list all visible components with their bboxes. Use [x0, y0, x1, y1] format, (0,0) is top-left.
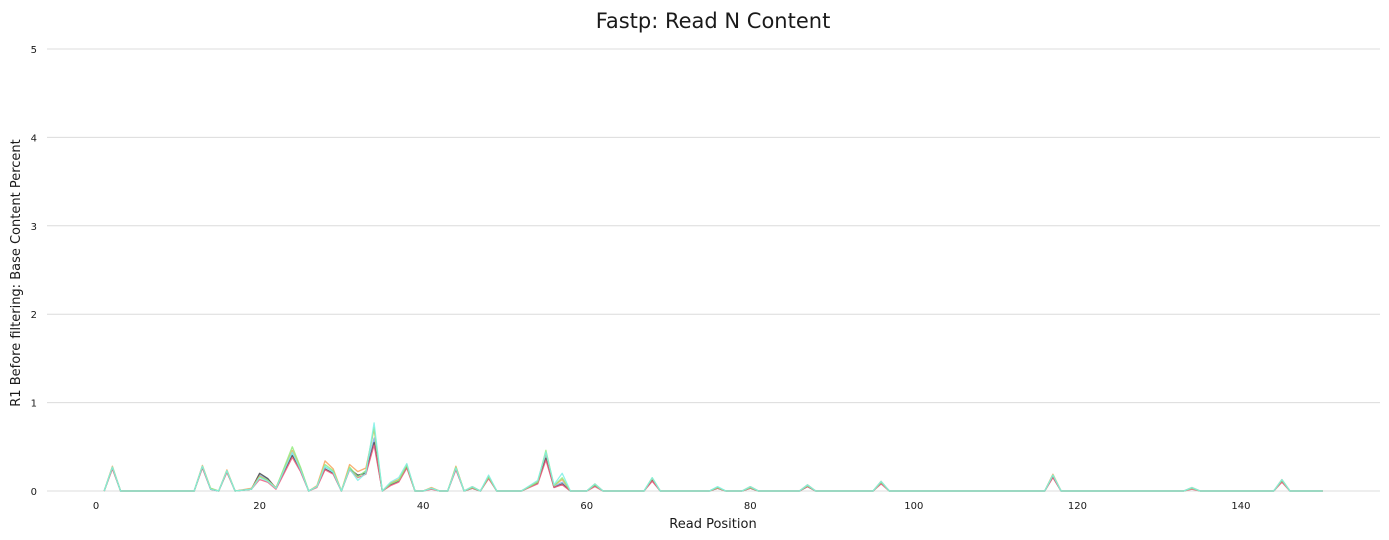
x-tick-label: 140 — [1231, 501, 1250, 512]
x-axis-label: Read Position — [669, 517, 756, 532]
y-tick-label: 3 — [31, 222, 37, 233]
series-line-4 — [103, 444, 1323, 492]
x-tick-label: 20 — [253, 501, 266, 512]
chart-title: Fastp: Read N Content — [596, 9, 831, 33]
y-tick-label: 0 — [31, 487, 37, 498]
y-axis-ticks: 0 1 2 3 4 5 — [31, 45, 37, 498]
x-tick-label: 0 — [93, 501, 99, 512]
x-tick-label: 80 — [744, 501, 757, 512]
x-tick-label: 40 — [417, 501, 430, 512]
series-line-6 — [103, 422, 1323, 492]
gridlines — [47, 48, 1380, 492]
x-axis-ticks: 0 20 40 60 80 100 120 140 — [93, 501, 1251, 512]
y-axis-label: R1 Before filtering: Base Content Percen… — [9, 139, 24, 406]
series-line-5 — [103, 426, 1323, 492]
x-tick-label: 100 — [904, 501, 923, 512]
y-tick-label: 4 — [31, 133, 37, 144]
y-tick-label: 5 — [31, 45, 37, 56]
x-tick-label: 60 — [580, 501, 593, 512]
y-tick-label: 2 — [31, 310, 37, 321]
y-tick-label: 1 — [31, 399, 37, 410]
x-tick-label: 120 — [1068, 501, 1087, 512]
series-lines — [103, 422, 1323, 492]
